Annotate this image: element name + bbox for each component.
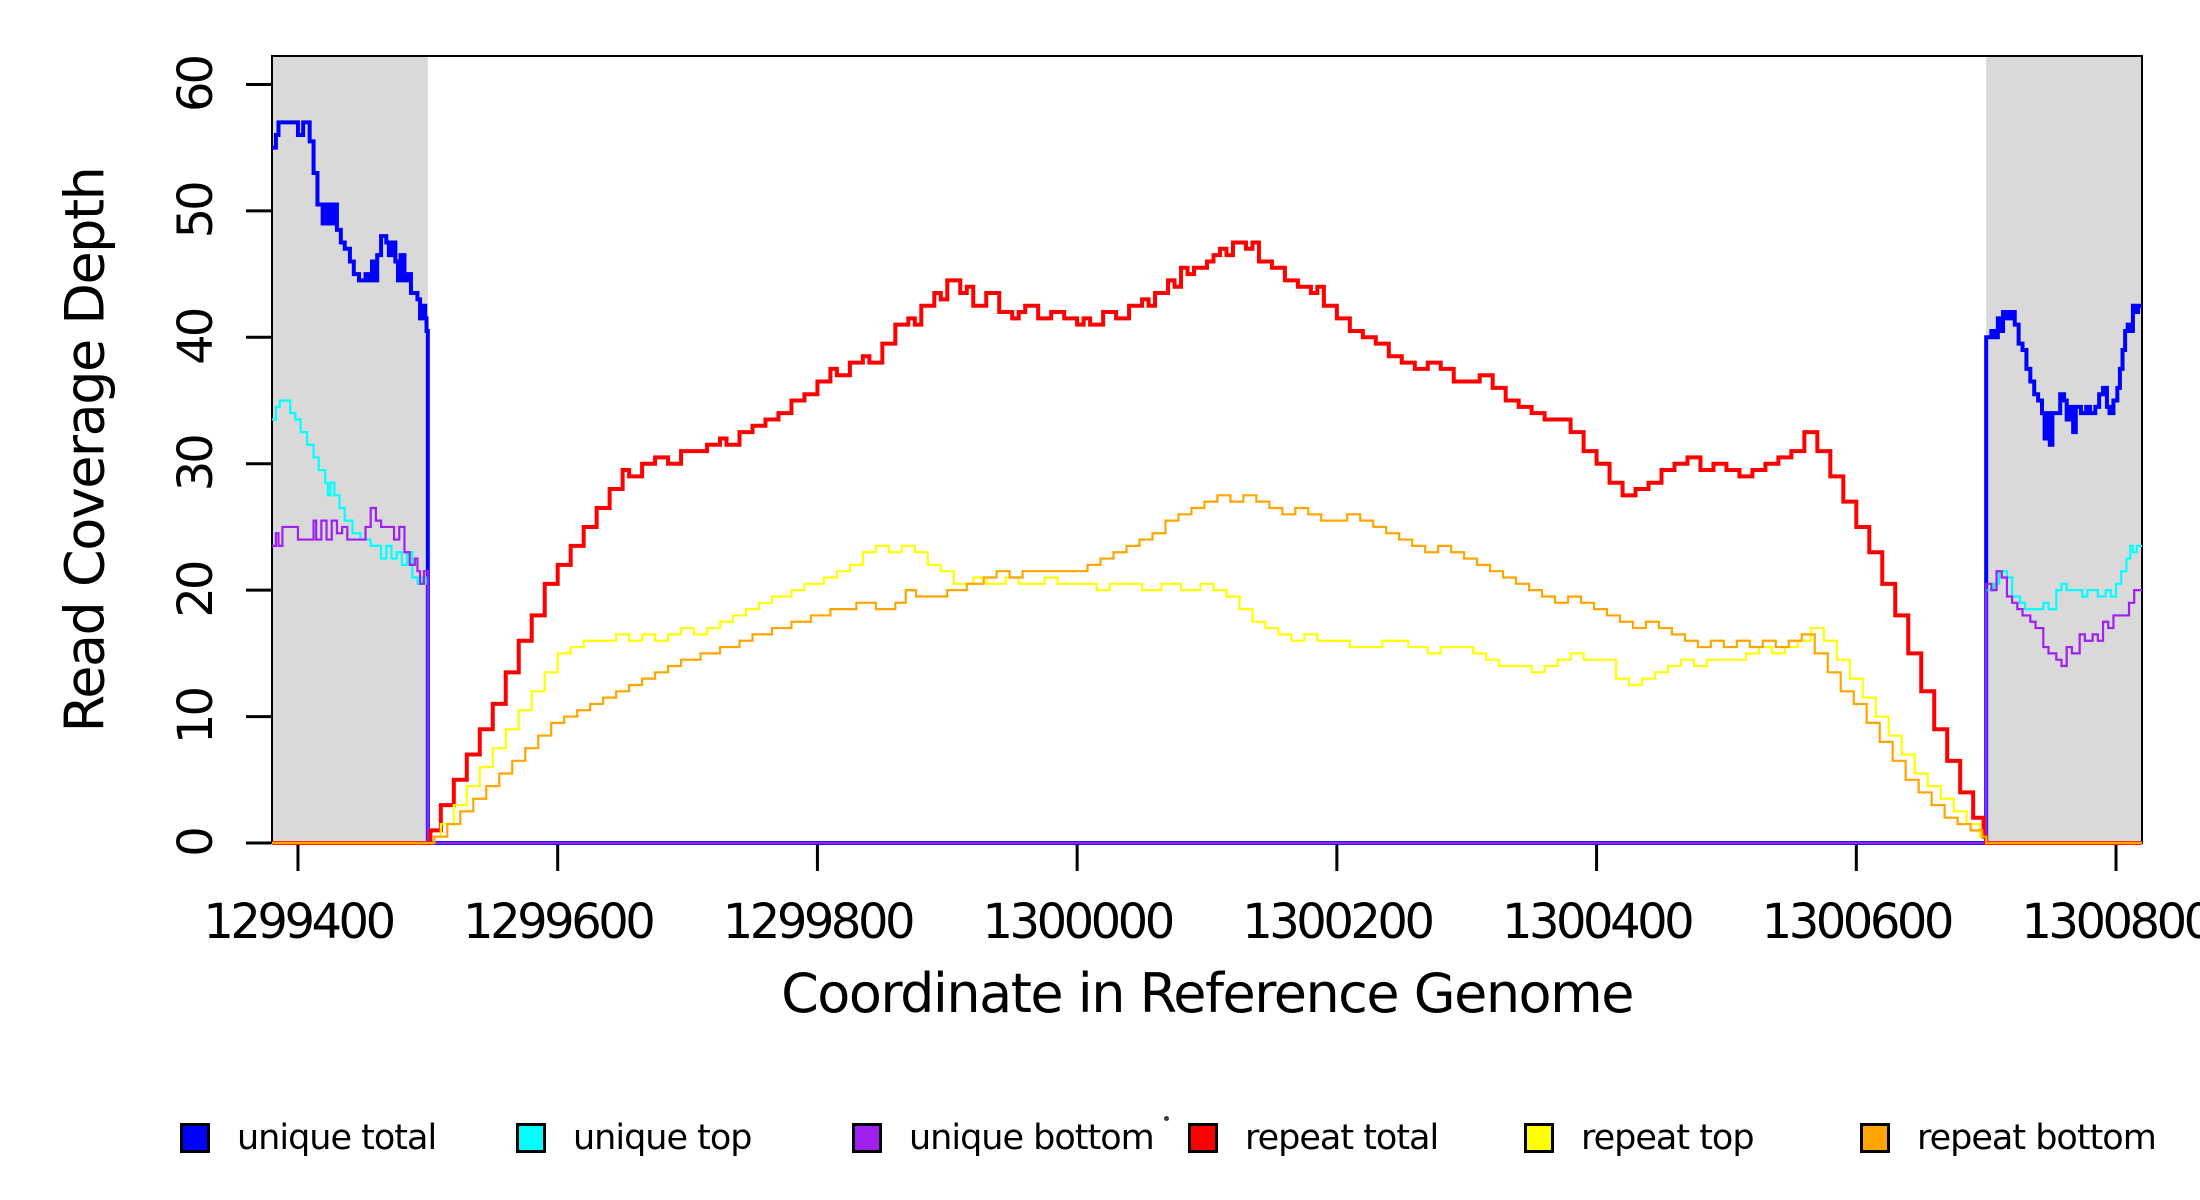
x-tick-label: 1300600	[1762, 894, 1952, 950]
series-repeat-bottom-line	[272, 494, 2142, 845]
x-axis-title: Coordinate in Reference Genome	[781, 962, 1634, 1025]
legend-label: repeat bottom	[1917, 1118, 2157, 1158]
series-unique-bottom-line	[272, 506, 2142, 845]
legend-label: unique bottom	[909, 1118, 1155, 1158]
shaded-flank-region	[272, 57, 428, 843]
y-tick-label: 10	[168, 689, 224, 745]
legend-label: unique total	[237, 1118, 437, 1158]
shaded-flank-region	[1986, 57, 2142, 843]
legend-label: unique top	[573, 1118, 753, 1158]
y-tick-label: 40	[168, 309, 224, 365]
legend-swatch-repeat-bottom	[1860, 1123, 1890, 1153]
series-repeat-top-line	[272, 544, 2142, 845]
series-unique-total-line	[272, 120, 2142, 845]
stray-mark	[1164, 1116, 1169, 1121]
y-tick-label: 0	[168, 829, 224, 857]
y-tick-label: 60	[168, 56, 224, 112]
y-tick-label: 20	[168, 562, 224, 618]
y-tick-label: 30	[168, 436, 224, 492]
x-tick-label: 1299400	[203, 894, 393, 950]
x-tick-label: 1300000	[982, 894, 1172, 950]
legend-swatch-repeat-total	[1188, 1123, 1218, 1153]
legend-swatch-unique-bottom	[852, 1123, 882, 1153]
legend-swatch-repeat-top	[1524, 1123, 1554, 1153]
legend-label: repeat total	[1245, 1118, 1439, 1158]
x-tick-label: 1300400	[1502, 894, 1692, 950]
coverage-plot: 1299400 1299600 1299800 1300000 1300200 13004…	[168, 55, 2200, 950]
x-tick-label: 1300200	[1242, 894, 1432, 950]
x-tick-label: 1299600	[463, 894, 653, 950]
series-unique-top-line	[272, 399, 2142, 845]
x-tick-label: 1299800	[723, 894, 913, 950]
x-tick-label: 1300800	[2021, 894, 2200, 950]
legend-swatch-unique-total	[180, 1123, 210, 1153]
legend-swatch-unique-top	[516, 1123, 546, 1153]
y-tick-label: 50	[168, 183, 224, 239]
legend-label: repeat top	[1581, 1118, 1755, 1158]
plot-box	[271, 55, 2143, 844]
y-axis-title: Read Coverage Depth	[53, 167, 117, 733]
series-repeat-total-line	[272, 240, 2142, 845]
